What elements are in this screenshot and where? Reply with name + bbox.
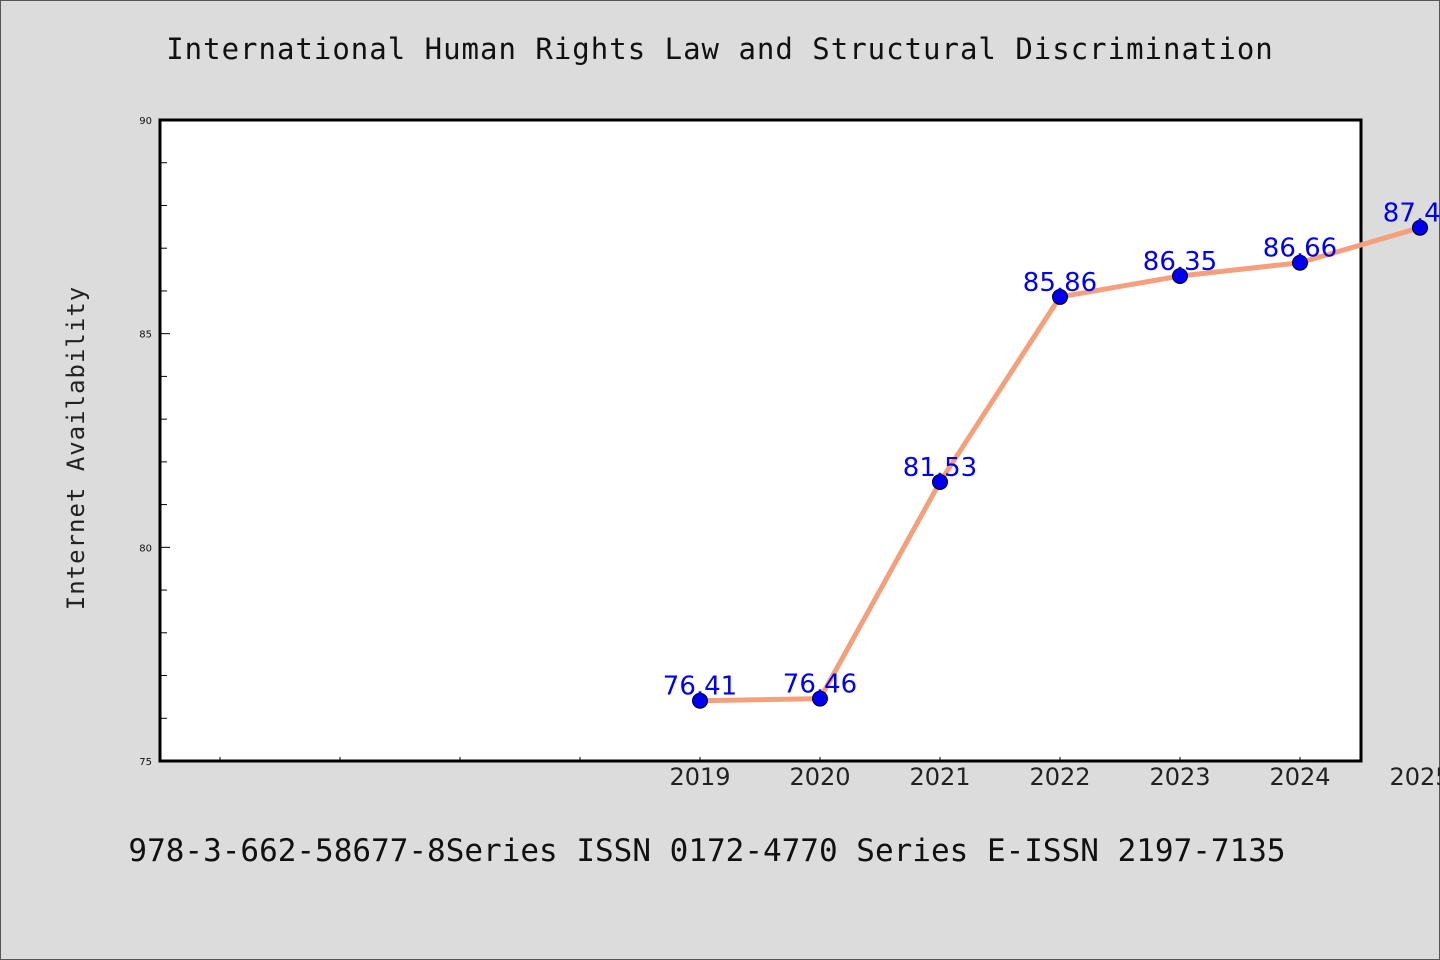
data-label: 87.48 [1383, 199, 1440, 229]
data-point [812, 690, 828, 707]
data-label: 85.86 [1023, 268, 1097, 298]
data-label: 76.46 [783, 670, 857, 700]
series-group [692, 219, 1428, 709]
y-tick-label: 80 [139, 543, 152, 554]
data-label: 81.53 [903, 453, 977, 483]
y-axis: 75 80 85 90 [139, 116, 170, 768]
data-point [1052, 288, 1068, 305]
x-axis: 2019 2020 2021 2022 2023 2024 2025 [219, 757, 1440, 791]
chart-title: International Human Rights Law and Struc… [166, 32, 1274, 66]
data-point [1412, 219, 1428, 236]
data-labels: 76.41 76.46 81.53 85.86 86.35 86.66 87.48 [663, 199, 1440, 702]
y-tick-label: 90 [139, 116, 152, 127]
x-tick-label: 2020 [789, 763, 850, 791]
y-tick-label: 75 [139, 757, 152, 768]
x-tick-label: 2025 [1389, 763, 1440, 791]
footer-isbn-issn: 978-3-662-58677-8Series ISSN 0172-4770 S… [128, 833, 1286, 869]
y-tick-label: 85 [139, 330, 152, 341]
x-tick-label: 2022 [1029, 763, 1090, 791]
data-point [692, 692, 708, 709]
data-label: 86.35 [1143, 247, 1217, 277]
data-point [1292, 254, 1308, 271]
x-tick-label: 2019 [669, 763, 730, 791]
data-point [1172, 267, 1188, 284]
x-tick-label: 2023 [1149, 763, 1210, 791]
data-point [932, 473, 948, 490]
x-tick-label: 2021 [909, 763, 970, 791]
data-label: 76.41 [663, 672, 737, 702]
plot-area [158, 118, 1363, 763]
data-label: 86.66 [1263, 234, 1337, 264]
x-tick-label: 2024 [1269, 763, 1330, 791]
y-axis-title: Internet Availability [62, 286, 90, 610]
